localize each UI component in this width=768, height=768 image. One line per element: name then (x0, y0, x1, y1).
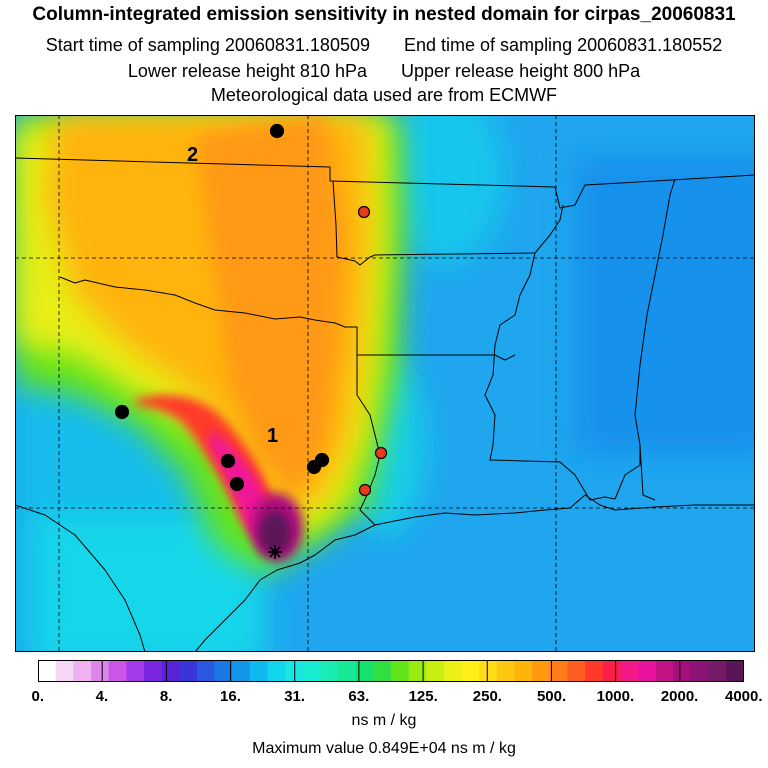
colorbar-tick-label: 250. (472, 688, 502, 705)
colorbar-cell (726, 660, 744, 682)
colorbar-tick-label: 4. (95, 688, 109, 705)
colorbar-cell (532, 660, 551, 682)
colorbar-cell (179, 660, 198, 682)
colorbar-tick-label: 0. (31, 688, 45, 705)
colorbar-tick-label: 1000. (596, 688, 635, 705)
boundary-lines (15, 157, 755, 652)
colorbar-tick-label: 500. (536, 688, 567, 705)
colorbar-cell (602, 660, 622, 682)
colorbar-cell (302, 660, 321, 682)
colorbar-cell (514, 660, 533, 682)
colorbar-tick-label: 4000. (725, 688, 763, 705)
colorbar-cell (108, 660, 127, 682)
colorbar-tick-label: 16. (220, 688, 241, 705)
met-data-note: Meteorological data used are from ECMWF (210, 85, 558, 105)
sensitivity-map: 1 2 (15, 115, 755, 652)
maximum-value: Maximum value 0.849E+04 ns m / kg (252, 740, 516, 757)
plume-max (259, 511, 291, 555)
colorbar-tick-label: 31. (284, 688, 306, 705)
colorbar-cell (55, 660, 74, 682)
colorbar-cell (638, 660, 657, 682)
colorbar-cell (496, 660, 516, 682)
colorbar-units: ns m / kg (351, 712, 417, 729)
cluster-label-1: 1 (267, 425, 278, 447)
colorbar-cell (373, 660, 392, 682)
map-frame (15, 115, 755, 652)
start-time: Start time of sampling 20060831.180509 (45, 35, 370, 55)
colorbar-cell (232, 660, 251, 682)
colorbar-cell (249, 660, 269, 682)
marker-black-1 (220, 453, 236, 469)
graticule (15, 115, 755, 652)
colorbar-cell (285, 660, 304, 682)
marker-red-east (374, 446, 388, 460)
colorbar-cell (461, 660, 480, 682)
colorbar-frame (38, 660, 744, 682)
colorbar-cell (90, 660, 110, 682)
colorbar-cell (267, 660, 286, 682)
chart-title: Column-integrated emission sensitivity i… (32, 4, 736, 25)
cluster-label-2: 2 (187, 144, 198, 166)
colorbar-cell (479, 660, 498, 682)
release-heights: Lower release height 810 hPa Upper releas… (0, 60, 768, 82)
colorbar-cell (443, 660, 463, 682)
colorbar-cell (355, 660, 374, 682)
colorbar-cell (620, 660, 639, 682)
colorbar-tick-label: 125. (408, 688, 438, 705)
colorbar (38, 660, 744, 682)
lower-release-height: Lower release height 810 hPa (127, 61, 367, 81)
colorbar-cell (549, 660, 569, 682)
colorbar-cell (196, 660, 216, 682)
colorbar-cell (214, 660, 233, 682)
colorbar-cell (585, 660, 604, 682)
marker-red-north (357, 205, 371, 219)
colorbar-cell (73, 660, 92, 682)
colorbar-cell (338, 660, 357, 682)
colorbar-cell (426, 660, 445, 682)
colorbar-cell (391, 660, 410, 682)
markers (114, 123, 388, 497)
colorbar-cell (320, 660, 339, 682)
marker-red-south (358, 483, 372, 497)
colorbar-cell (143, 660, 163, 682)
colorbar-cell (408, 660, 427, 682)
colorbar-cell (691, 660, 710, 682)
colorbar-cell (673, 660, 692, 682)
colorbar-cell (126, 660, 145, 682)
asterisk-star-icon (268, 545, 282, 559)
colorbar-tick-label: 63. (348, 688, 370, 705)
upper-release-height: Upper release height 800 hPa (401, 61, 641, 81)
colorbar-tick-label: 2000. (660, 688, 699, 705)
sampling-times: Start time of sampling 20060831.180509 En… (0, 34, 768, 56)
colorbar-cell (708, 660, 727, 682)
colorbar-cell (38, 660, 57, 682)
marker-black-4 (314, 452, 330, 468)
colorbar-cell (567, 660, 586, 682)
marker-black-north (269, 123, 285, 139)
colorbar-cell (655, 660, 674, 682)
end-time: End time of sampling 20060831.180552 (404, 35, 723, 55)
marker-black-west (114, 404, 130, 420)
colorbar-tick-label: 8. (159, 688, 173, 705)
marker-black-2 (229, 476, 245, 492)
colorbar-cell (161, 660, 180, 682)
